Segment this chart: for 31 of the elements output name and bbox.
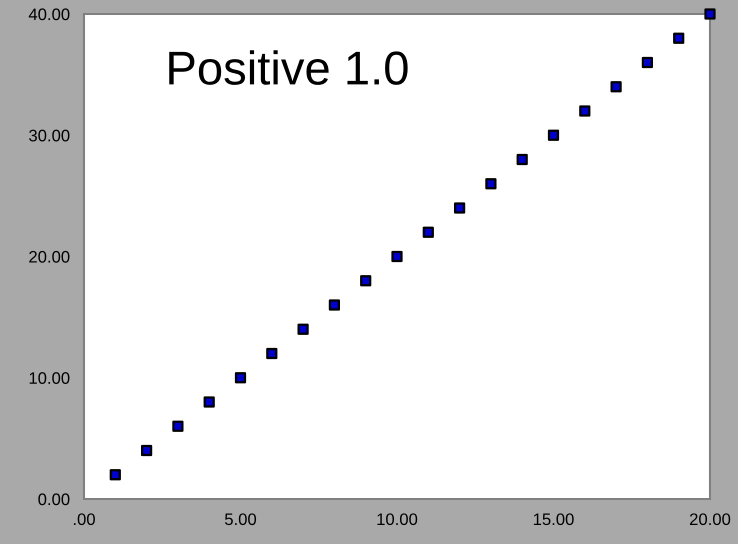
x-tick-label: 5.00 bbox=[224, 513, 256, 526]
point bbox=[579, 105, 590, 117]
point bbox=[516, 154, 528, 166]
point bbox=[297, 324, 309, 335]
point bbox=[422, 226, 434, 238]
point bbox=[704, 8, 716, 20]
point bbox=[642, 56, 654, 68]
point bbox=[610, 81, 622, 92]
x-tick-label: 10.00 bbox=[377, 513, 418, 526]
point bbox=[454, 202, 466, 214]
point bbox=[140, 444, 152, 456]
point bbox=[110, 469, 121, 480]
point bbox=[391, 250, 403, 262]
y-tick-label: 20.00 bbox=[29, 250, 70, 263]
annotation: Positive 1.0 bbox=[169, 50, 408, 85]
point bbox=[172, 420, 184, 432]
point bbox=[485, 178, 497, 190]
y-tick-label: 30.00 bbox=[29, 130, 70, 142]
point bbox=[266, 348, 278, 360]
x-tick-label: .00 bbox=[74, 513, 95, 526]
x-tick-label: 20.00 bbox=[690, 513, 730, 526]
point bbox=[673, 32, 684, 44]
point bbox=[234, 372, 246, 384]
y-tick-label: 40.00 bbox=[28, 8, 70, 20]
point bbox=[548, 130, 560, 141]
y-tick-label: 10.00 bbox=[30, 372, 70, 384]
y-tick-label: 0.00 bbox=[38, 493, 70, 506]
point bbox=[360, 275, 372, 286]
point bbox=[204, 396, 215, 408]
x-tick-label: 15.00 bbox=[534, 513, 574, 526]
point bbox=[328, 299, 340, 311]
